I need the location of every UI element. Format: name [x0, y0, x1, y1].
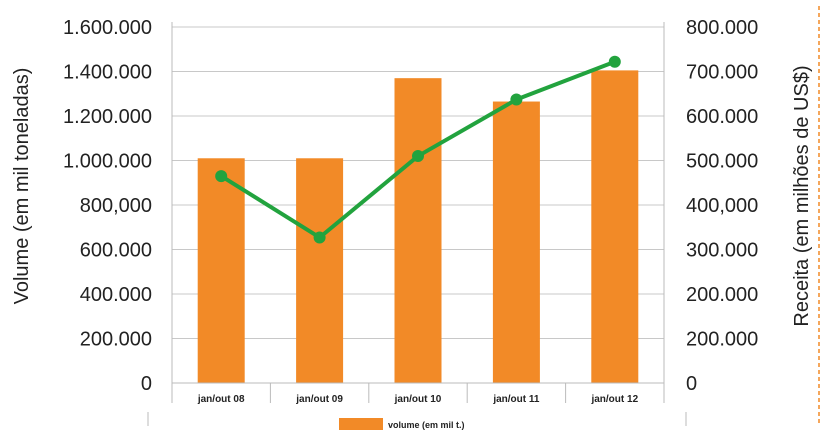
right-tick-label: 200.000 — [686, 284, 758, 306]
left-tick-label: 1.600.000 — [63, 17, 152, 39]
line-point — [510, 94, 522, 106]
right-tick-label: 700.000 — [686, 62, 758, 84]
category-label: jan/out 10 — [394, 394, 442, 405]
left-tick-label: 400.000 — [80, 284, 152, 306]
left-tick-label: 200.000 — [80, 329, 152, 351]
left-tick-label: 1.400.000 — [63, 62, 152, 84]
category-label: jan/out 08 — [197, 394, 245, 405]
category-label: jan/out 11 — [492, 394, 540, 405]
bar — [395, 78, 442, 383]
right-tick-label: 200.000 — [686, 329, 758, 351]
line-point — [412, 150, 424, 162]
left-tick-label: 1.200.000 — [63, 106, 152, 128]
bar — [493, 102, 540, 383]
bar — [198, 158, 245, 383]
bars — [198, 70, 639, 383]
line-point — [215, 170, 227, 182]
right-tick-labels: 0 200.000 200.000 300.000 400,000 500.000 600.… — [686, 17, 758, 395]
right-axis-title: Receita (em milhões de US$) — [791, 65, 813, 326]
left-tick-label: 1.000.000 — [63, 151, 152, 173]
category-label: jan/out 09 — [295, 394, 343, 405]
line-point — [609, 56, 621, 68]
bar — [591, 70, 638, 383]
left-tick-labels: 0 200.000 400.000 600.000 800,000 1.000.000 1.… — [63, 17, 152, 395]
right-tick-label: 800.000 — [686, 17, 758, 39]
right-tick-label: 300.000 — [686, 240, 758, 262]
legend-label: volume (em mil t.) — [388, 420, 465, 430]
right-tick-label: 500.000 — [686, 151, 758, 173]
right-tick-label: 400,000 — [686, 195, 758, 217]
left-tick-label: 800,000 — [80, 195, 152, 217]
right-tick-label: 600.000 — [686, 106, 758, 128]
left-tick-label: 600.000 — [80, 240, 152, 262]
category-label: jan/out 12 — [590, 394, 638, 405]
line-point — [314, 231, 326, 243]
right-tick-label: 0 — [686, 373, 697, 395]
bar — [296, 158, 343, 383]
left-axis-title: Volume (em mil toneladas) — [11, 68, 33, 305]
legend: volume (em mil t.) — [339, 418, 465, 430]
legend-swatch — [339, 418, 383, 430]
left-tick-label: 0 — [141, 373, 152, 395]
